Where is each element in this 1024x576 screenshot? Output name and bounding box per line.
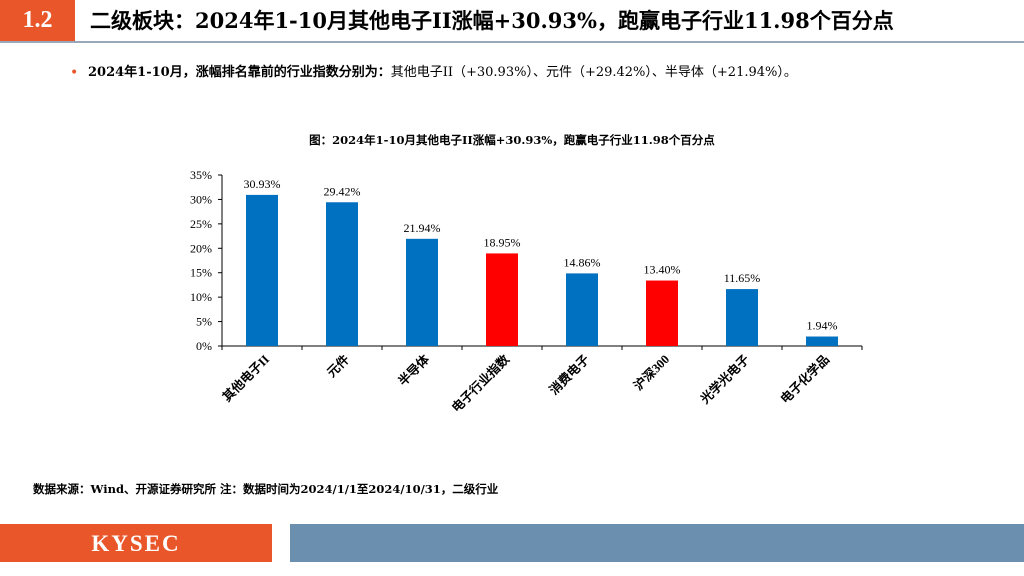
y-tick-label: 30% xyxy=(190,192,212,206)
footer-bar xyxy=(290,524,1024,562)
y-tick-label: 10% xyxy=(190,290,212,304)
y-tick-label: 25% xyxy=(190,217,212,231)
bar-value-label: 11.65% xyxy=(724,271,761,285)
source-note: 数据来源：Wind、开源证券研究所 注：数据时间为2024/1/1至2024/1… xyxy=(33,482,499,496)
category-label: 元件 xyxy=(324,351,353,380)
bar xyxy=(646,280,678,346)
bar xyxy=(486,253,518,346)
chart-title: 图：2024年1-10月其他电子II涨幅+30.93%，跑赢电子行业11.98个… xyxy=(309,133,715,147)
y-tick-label: 0% xyxy=(196,339,212,353)
bar-value-label: 18.95% xyxy=(484,235,521,249)
bar-value-label: 14.86% xyxy=(564,255,601,269)
kysec-logo-text: KYSEC xyxy=(91,531,180,556)
bar xyxy=(326,202,358,346)
bar xyxy=(246,194,278,346)
bullet-icon: • xyxy=(70,65,79,81)
bar xyxy=(806,336,838,346)
summary-bullet: 2024年1-10月，涨幅排名靠前的行业指数分别为：其他电子II（+30.93%… xyxy=(88,63,797,83)
bar-value-label: 30.93% xyxy=(244,177,281,191)
bar xyxy=(566,273,598,346)
y-tick-label: 15% xyxy=(190,266,212,280)
footer-logo-bar xyxy=(0,524,272,562)
bar-value-label: 13.40% xyxy=(644,263,681,277)
y-tick-label: 35% xyxy=(190,168,212,182)
category-label: 光学光电子 xyxy=(697,351,753,407)
kysec-logo: KYSEC xyxy=(0,524,272,562)
category-label: 其他电子II xyxy=(219,351,272,404)
title-divider xyxy=(0,41,1024,43)
category-label: 电子行业指数 xyxy=(448,351,512,415)
bar-value-label: 21.94% xyxy=(404,221,441,235)
bar-value-label: 1.94% xyxy=(807,319,838,333)
page-title: 二级板块：2024年1-10月其他电子II涨幅+30.93%，跑赢电子行业11.… xyxy=(90,8,894,33)
category-label: 沪深300 xyxy=(631,352,673,394)
y-tick-label: 20% xyxy=(190,241,212,255)
category-label: 半导体 xyxy=(395,351,432,388)
summary-lead: 2024年1-10月，涨幅排名靠前的行业指数分别为： xyxy=(88,65,391,80)
summary-body: 其他电子II（+30.93%）、元件（+29.42%）、半导体（+21.94%）… xyxy=(390,65,797,80)
section-number: 1.2 xyxy=(0,0,75,41)
bar-value-label: 29.42% xyxy=(324,184,361,198)
y-tick-label: 5% xyxy=(196,315,212,329)
bar xyxy=(406,238,438,346)
category-label: 电子化学品 xyxy=(777,352,832,407)
category-label: 消费电子 xyxy=(546,351,592,397)
bar xyxy=(726,289,758,346)
